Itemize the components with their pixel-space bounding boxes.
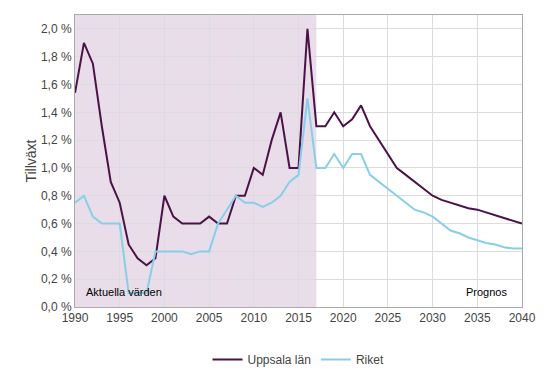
svg-text:0,4 %: 0,4 % — [41, 245, 72, 259]
svg-text:2005: 2005 — [196, 311, 223, 325]
svg-text:Prognos: Prognos — [466, 286, 507, 298]
svg-text:0,2 %: 0,2 % — [41, 272, 72, 286]
svg-text:1,2 %: 1,2 % — [41, 133, 72, 147]
svg-text:0,0 %: 0,0 % — [41, 300, 72, 314]
svg-text:1990: 1990 — [62, 311, 89, 325]
svg-text:2025: 2025 — [375, 311, 402, 325]
svg-text:1,8 %: 1,8 % — [41, 50, 72, 64]
svg-text:Aktuella värden: Aktuella värden — [86, 286, 162, 298]
svg-text:0,6 %: 0,6 % — [41, 217, 72, 231]
svg-text:2010: 2010 — [240, 311, 267, 325]
svg-text:0,8 %: 0,8 % — [41, 189, 72, 203]
svg-text:Riket: Riket — [356, 353, 384, 367]
svg-text:Uppsala län: Uppsala län — [248, 353, 311, 367]
svg-text:2000: 2000 — [151, 311, 178, 325]
svg-text:1995: 1995 — [106, 311, 133, 325]
svg-text:2040: 2040 — [509, 311, 536, 325]
svg-text:1,4 %: 1,4 % — [41, 106, 72, 120]
svg-text:1,6 %: 1,6 % — [41, 78, 72, 92]
svg-text:2030: 2030 — [419, 311, 446, 325]
svg-text:1,0 %: 1,0 % — [41, 161, 72, 175]
svg-text:2035: 2035 — [464, 311, 491, 325]
svg-text:2,0 %: 2,0 % — [41, 22, 72, 36]
svg-text:Tillväxt: Tillväxt — [23, 139, 39, 182]
svg-text:2015: 2015 — [285, 311, 312, 325]
svg-text:2020: 2020 — [330, 311, 357, 325]
